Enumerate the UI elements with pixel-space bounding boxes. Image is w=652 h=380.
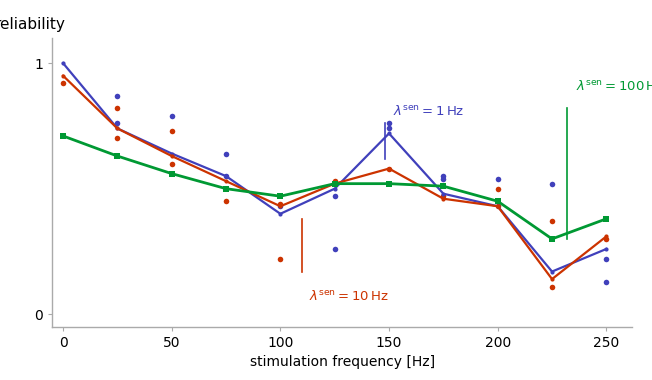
Point [601,279,612,285]
Point [384,120,394,127]
Point [166,160,177,166]
Point [112,105,123,111]
Point [547,283,557,290]
Point [166,128,177,134]
Point [547,180,557,187]
Point [492,176,503,182]
Point [275,201,286,207]
Point [438,193,449,199]
Point [275,203,286,209]
Point [221,198,231,204]
Point [112,120,123,127]
Point [329,178,340,184]
Point [384,166,394,172]
Point [438,176,449,182]
Point [112,93,123,99]
Text: $\lambda^{\rm sen} = 1\,\rm Hz$: $\lambda^{\rm sen} = 1\,\rm Hz$ [393,105,465,118]
Point [221,173,231,179]
X-axis label: stimulation frequency [Hz]: stimulation frequency [Hz] [250,355,435,369]
Point [601,236,612,242]
Point [438,173,449,179]
Point [384,125,394,131]
Text: $\lambda^{\rm sen} = 100\,\rm Hz$: $\lambda^{\rm sen} = 100\,\rm Hz$ [576,79,652,93]
Text: $\lambda^{\rm sen} = 10\,\rm Hz$: $\lambda^{\rm sen} = 10\,\rm Hz$ [308,289,389,303]
Point [58,80,68,86]
Point [492,186,503,192]
Point [275,256,286,262]
Point [329,246,340,252]
Point [112,135,123,141]
Point [492,203,503,209]
Text: reliability: reliability [0,17,65,32]
Point [329,193,340,199]
Point [221,150,231,157]
Point [166,113,177,119]
Point [601,256,612,262]
Point [547,218,557,224]
